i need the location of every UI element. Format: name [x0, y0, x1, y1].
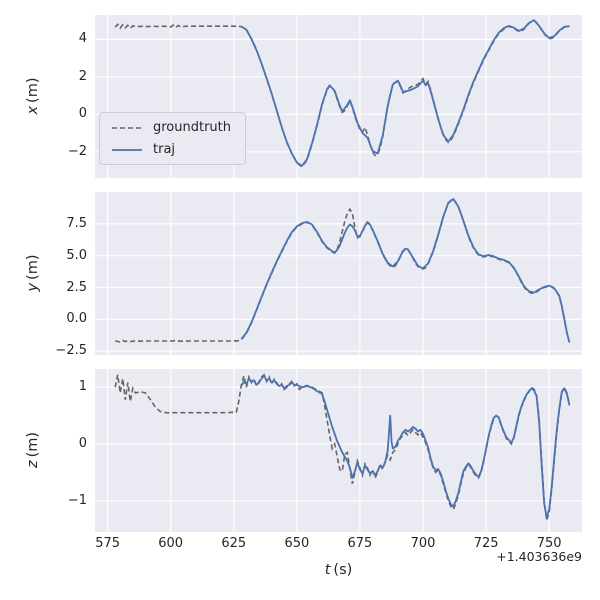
x-tick-label: 675 [347, 536, 373, 551]
x-tick-label: 725 [473, 536, 499, 551]
y-tick-label: 5.0 [66, 247, 87, 263]
legend-entry-traj: traj [110, 142, 231, 157]
legend-label-groundtruth: groundtruth [153, 120, 232, 135]
y-tick-label: 1 [78, 379, 87, 395]
x-tick-label: 600 [158, 536, 184, 551]
subplot-y-plot-area [95, 192, 582, 355]
y-tick-label: −2 [67, 143, 87, 159]
legend-label-traj: traj [153, 142, 176, 157]
y-axis-label-y: y(m) [25, 233, 43, 313]
y-tick-label: 2 [78, 68, 87, 84]
x-tick-label: 625 [221, 536, 247, 551]
traj-solid-line-icon [112, 148, 142, 151]
legend-entry-groundtruth: groundtruth [110, 120, 231, 135]
x-axis-label: t (s) [95, 562, 582, 578]
x-tick-label: 650 [284, 536, 310, 551]
y-tick-label: 7.5 [66, 215, 87, 231]
groundtruth-line [115, 198, 571, 343]
x-tick-label: 750 [536, 536, 562, 551]
x-axis-label-var: t [324, 562, 331, 578]
traj-line [240, 19, 570, 167]
y-tick-label: −1 [67, 492, 87, 508]
x-tick-label: 575 [95, 536, 121, 551]
y-tick-label: 2.5 [66, 279, 87, 295]
groundtruth-line [114, 373, 571, 521]
subplot-y [95, 192, 582, 355]
y-tick-label: 0 [78, 435, 87, 451]
traj-line [240, 198, 571, 343]
traj-line [240, 374, 571, 519]
y-tick-label: 0 [78, 106, 87, 122]
x-tick-label: 700 [410, 536, 436, 551]
y-tick-label: 4 [78, 31, 87, 47]
legend: groundtruth traj [99, 112, 247, 165]
y-tick-label: −2.5 [55, 343, 87, 359]
y-tick-label: 0.0 [66, 311, 87, 327]
subplot-z [95, 369, 582, 532]
x-axis-offset-text: +1.403636e9 [496, 549, 582, 564]
subplot-z-plot-area [95, 369, 582, 532]
y-axis-label-z-var: z [25, 460, 41, 469]
x-axis-label-unit: (s) [333, 562, 353, 578]
groundtruth-dashed-line-icon [112, 126, 142, 129]
